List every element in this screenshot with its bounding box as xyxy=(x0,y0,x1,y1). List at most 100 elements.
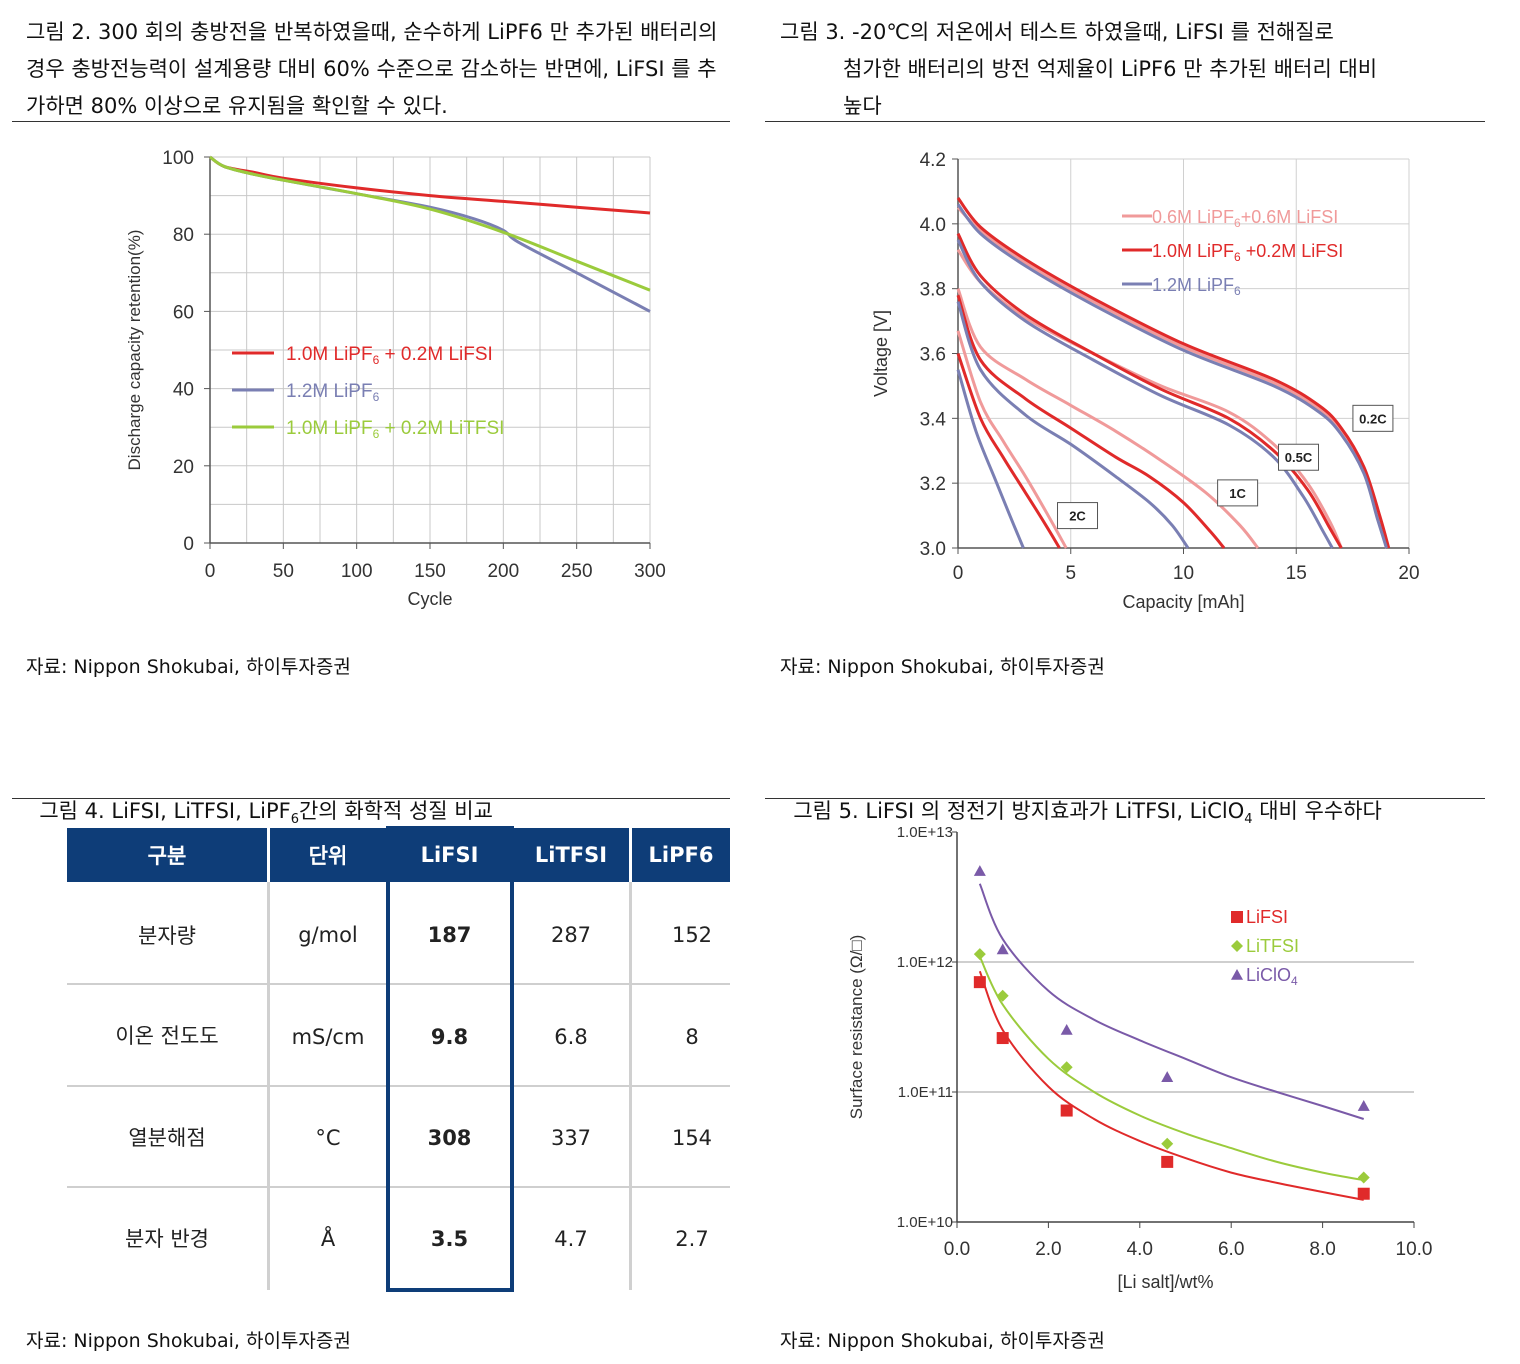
fig3-source: 자료: Nippon Shokubai, 하이투자증권 xyxy=(780,656,1105,678)
fig5-title: 그림 5. LiFSI 의 정전기 방지효과가 LiTFSI, LiClO4 대… xyxy=(780,756,1382,838)
x-tick-label: 200 xyxy=(487,561,519,582)
legend-label-text: 1.0M LiPF xyxy=(286,344,373,365)
table-cell-litfsi: 4.7 xyxy=(554,1227,588,1251)
discharge-curve-0_2C xyxy=(956,196,1391,549)
table-header-litfsi: LiTFSI xyxy=(513,828,629,882)
legend-marker xyxy=(1231,969,1243,980)
legend-label-subscript: 6 xyxy=(1234,284,1241,298)
table-cell-lipf6: 8 xyxy=(685,1025,699,1049)
fig3-title-line3: 높다 xyxy=(843,94,882,118)
x-tick-label: 6.0 xyxy=(1218,1239,1244,1260)
discharge-curve-1C xyxy=(956,294,1226,549)
legend-label-subscript: 6 xyxy=(373,353,380,367)
table-header-category: 구분 xyxy=(67,828,267,882)
x-tick-label: 50 xyxy=(273,561,294,582)
y-tick-label: 20 xyxy=(173,457,194,478)
fig5-title-main: 그림 5. LiFSI 의 정전기 방지효과가 LiTFSI, LiClO xyxy=(793,799,1245,823)
rate-label-box xyxy=(1352,404,1394,432)
y-tick-label: 3.0 xyxy=(920,539,946,560)
legend-label-subscript: 6 xyxy=(1234,216,1241,230)
table-cell-unit: °C xyxy=(315,1126,341,1150)
table-header-lifsi: LiFSI xyxy=(389,828,510,882)
table-cell-unit: Å xyxy=(320,1227,336,1251)
x-tick-label: 0 xyxy=(953,563,964,584)
x-tick-label: 250 xyxy=(561,561,593,582)
fit-curve-litfsi xyxy=(978,956,1364,1182)
legend-label: 1.0M LiPF6 + 0.2M LiFSI xyxy=(286,344,493,367)
table-cell-lipf6: 152 xyxy=(671,923,713,947)
y-axis-label: Discharge capacity retention(%) xyxy=(125,230,144,471)
fig2-chart: 0 50 100 150 200 250 300 0 20 40 60 80 100 Cycle Disch… xyxy=(125,148,666,609)
y-tick-label: 1.0E+12 xyxy=(897,954,953,971)
table-header-lipf6: LiPF6 xyxy=(632,828,730,882)
legend-label-text: 0.6M LiPF xyxy=(1152,207,1234,227)
series-line-3 xyxy=(209,155,651,292)
x-tick-label: 0 xyxy=(205,561,216,582)
table-cell-lifsi: 308 xyxy=(427,1126,472,1150)
y-tick-label: 4.2 xyxy=(920,150,946,171)
fig5-title-sub: 4 xyxy=(1244,812,1253,828)
fig3-title-rule xyxy=(765,121,1485,122)
y-tick-label: 3.8 xyxy=(920,280,946,301)
table-cell-category: 이온 전도도 xyxy=(115,1024,219,1048)
data-point-liclo4 xyxy=(1161,1071,1174,1082)
x-tick-label: 150 xyxy=(414,561,446,582)
table-cell-lifsi: 3.5 xyxy=(430,1227,469,1251)
y-tick-label: 80 xyxy=(173,225,194,246)
legend-label: LiFSI xyxy=(1246,907,1288,927)
y-tick-label: 1.0E+13 xyxy=(897,824,953,841)
data-point-litfsi xyxy=(996,989,1009,1002)
legend-label-tail: +0.6M LiFSI xyxy=(1241,207,1339,227)
data-point-liclo4 xyxy=(1357,1100,1370,1111)
rate-label-box xyxy=(1057,502,1099,530)
legend-label-tail: + 0.2M LiTFSI xyxy=(379,418,504,439)
table-cell-category: 열분해점 xyxy=(128,1126,206,1150)
legend-label-text: 1.0M LiPF xyxy=(1152,241,1234,261)
legend-label-text: LiTFSI xyxy=(1246,936,1299,956)
data-point-litfsi xyxy=(973,948,986,961)
rate-label: 2C xyxy=(1069,509,1086,524)
y-tick-label: 60 xyxy=(173,302,194,323)
x-axis-label: [Li salt]/wt% xyxy=(1117,1272,1213,1292)
table-hline xyxy=(67,1085,730,1087)
y-tick-label: 3.6 xyxy=(920,345,946,366)
legend-label-subscript: 4 xyxy=(1291,974,1298,988)
y-axis-label: Surface resistance (Ω/□) xyxy=(847,935,866,1120)
y-tick-label: 1.0E+11 xyxy=(898,1084,953,1101)
fig2-title: 그림 2. 300 회의 충방전을 반복하였을때, 순수하게 LiPF6 만 추… xyxy=(26,20,725,118)
x-axis-label: Cycle xyxy=(407,589,452,609)
x-tick-label: 4.0 xyxy=(1127,1239,1153,1260)
fig5-title-tail: 대비 우수하다 xyxy=(1252,799,1382,823)
y-tick-label: 3.2 xyxy=(920,474,946,495)
table-cell-litfsi: 6.8 xyxy=(554,1025,588,1049)
data-point-litfsi xyxy=(1060,1061,1073,1074)
table-cell-litfsi: 287 xyxy=(550,923,592,947)
fig4-title-sub: 6 xyxy=(290,812,300,828)
x-tick-label: 300 xyxy=(634,561,666,582)
legend-label: 1.2M LiPF6 xyxy=(286,381,380,404)
discharge-curve-2C xyxy=(956,369,1025,549)
x-tick-label: 8.0 xyxy=(1309,1239,1335,1260)
y-tick-label: 100 xyxy=(162,148,194,169)
fig2-source: 자료: Nippon Shokubai, 하이투자증권 xyxy=(26,656,351,678)
legend-label-text: 1.2M LiPF xyxy=(286,381,373,402)
data-point-lifsi xyxy=(973,976,986,989)
rate-label: 0.5C xyxy=(1285,450,1313,465)
y-tick-label: 40 xyxy=(173,380,194,401)
x-tick-label: 20 xyxy=(1398,563,1419,584)
legend-label-text: 1.2M LiPF xyxy=(1152,275,1234,295)
discharge-curve-0_5C xyxy=(956,248,1343,549)
legend-label: 1.0M LiPF6 +0.2M LiFSI xyxy=(1152,241,1343,264)
fig5-source: 자료: Nippon Shokubai, 하이투자증권 xyxy=(780,1330,1105,1352)
table-cell-category: 분자 반경 xyxy=(125,1227,209,1251)
data-point-lifsi xyxy=(1161,1155,1174,1168)
data-point-lifsi xyxy=(1357,1187,1370,1200)
legend-label-tail: + 0.2M LiFSI xyxy=(379,344,493,365)
data-point-liclo4 xyxy=(996,943,1009,955)
x-tick-label: 2.0 xyxy=(1035,1239,1061,1260)
discharge-curve-0_2C xyxy=(956,203,1388,549)
fig4-title-tail: 간의 화학적 성질 비교 xyxy=(299,799,493,823)
data-point-liclo4 xyxy=(1060,1023,1073,1035)
table-cell-unit: mS/cm xyxy=(291,1025,365,1049)
y-tick-label: 1.0E+10 xyxy=(897,1214,953,1231)
